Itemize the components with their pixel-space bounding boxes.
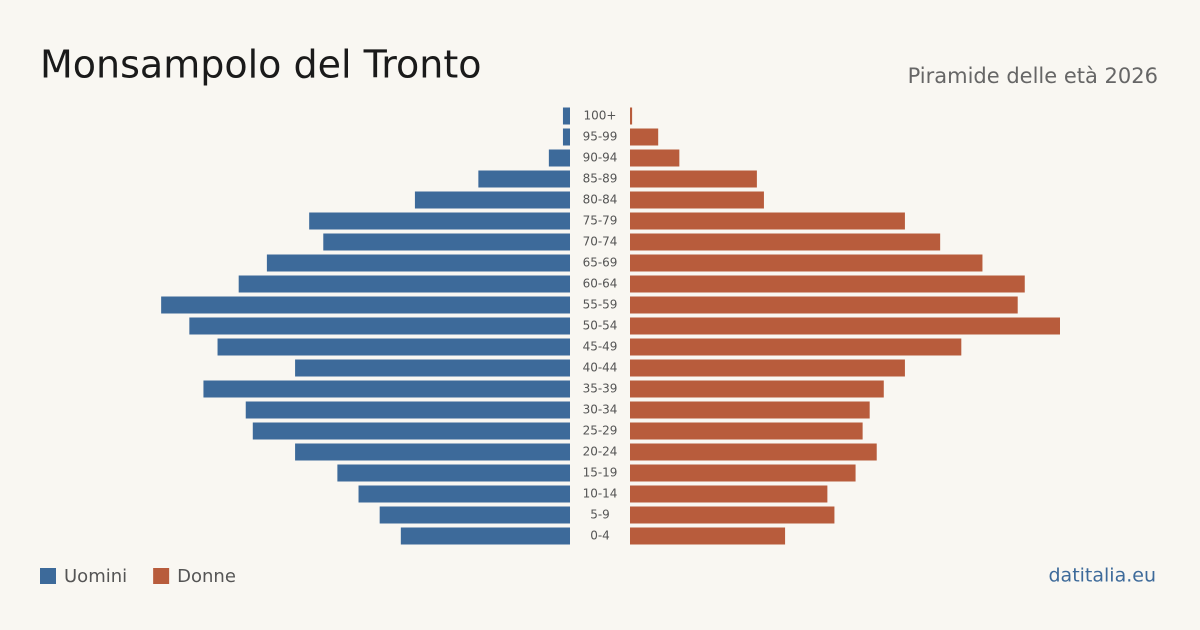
bar <box>630 128 659 146</box>
age-label: 85-89 <box>583 172 618 186</box>
bar <box>323 233 570 251</box>
source: datitalia.eu <box>1049 565 1157 587</box>
age-label: 90-94 <box>583 151 618 165</box>
bar <box>203 380 570 398</box>
age-label: 0-4 <box>590 529 610 543</box>
age-label: 20-24 <box>583 445 618 459</box>
age-label: 50-54 <box>583 319 618 333</box>
age-label: 35-39 <box>583 382 618 396</box>
age-label: 10-14 <box>583 487 618 501</box>
age-label: 45-49 <box>583 340 618 354</box>
bar <box>630 296 1018 314</box>
bar <box>630 380 884 398</box>
bar <box>630 527 786 545</box>
bar <box>630 506 835 524</box>
age-label: 15-19 <box>583 466 618 480</box>
bar <box>630 401 870 419</box>
bar <box>161 296 571 314</box>
age-label: 65-69 <box>583 256 618 270</box>
bar <box>630 443 877 461</box>
bar <box>630 464 856 482</box>
legend-swatch <box>40 568 56 584</box>
bar <box>630 149 680 167</box>
bar <box>630 212 905 230</box>
bar <box>337 464 570 482</box>
age-label: 30-34 <box>583 403 618 417</box>
age-label: 25-29 <box>583 424 618 438</box>
bar <box>630 359 905 377</box>
age-label: 55-59 <box>583 298 618 312</box>
bar <box>630 317 1060 335</box>
age-label: 100+ <box>584 109 617 123</box>
age-label: 60-64 <box>583 277 618 291</box>
bar <box>379 506 570 524</box>
age-label: 40-44 <box>583 361 618 375</box>
bar <box>309 212 570 230</box>
bar <box>358 485 570 503</box>
age-label: 70-74 <box>583 235 618 249</box>
bar <box>630 254 983 272</box>
age-label: 5-9 <box>590 508 610 522</box>
bar <box>238 275 570 293</box>
bar <box>252 422 571 440</box>
chart-subtitle: Piramide delle età 2026 <box>908 64 1158 88</box>
bar <box>562 107 570 125</box>
bar <box>414 191 570 209</box>
legend-label: Donne <box>177 566 236 587</box>
bar <box>548 149 570 167</box>
bar <box>630 233 941 251</box>
bar <box>400 527 570 545</box>
bar <box>295 359 570 377</box>
bar <box>189 317 570 335</box>
age-label: 80-84 <box>583 193 618 207</box>
bar <box>630 170 757 188</box>
chart-title: Monsampolo del Tronto <box>40 43 482 87</box>
bar <box>478 170 570 188</box>
bar <box>245 401 570 419</box>
bar <box>266 254 570 272</box>
bar <box>630 107 633 125</box>
bar <box>630 191 764 209</box>
bar <box>630 485 828 503</box>
bar <box>562 128 570 146</box>
age-label: 95-99 <box>583 130 618 144</box>
bar <box>295 443 570 461</box>
bar <box>630 422 863 440</box>
age-label: 75-79 <box>583 214 618 228</box>
bar <box>630 338 962 356</box>
legend-swatch <box>153 568 170 584</box>
legend-label: Uomini <box>64 566 127 587</box>
bar <box>630 275 1025 293</box>
bar <box>217 338 570 356</box>
